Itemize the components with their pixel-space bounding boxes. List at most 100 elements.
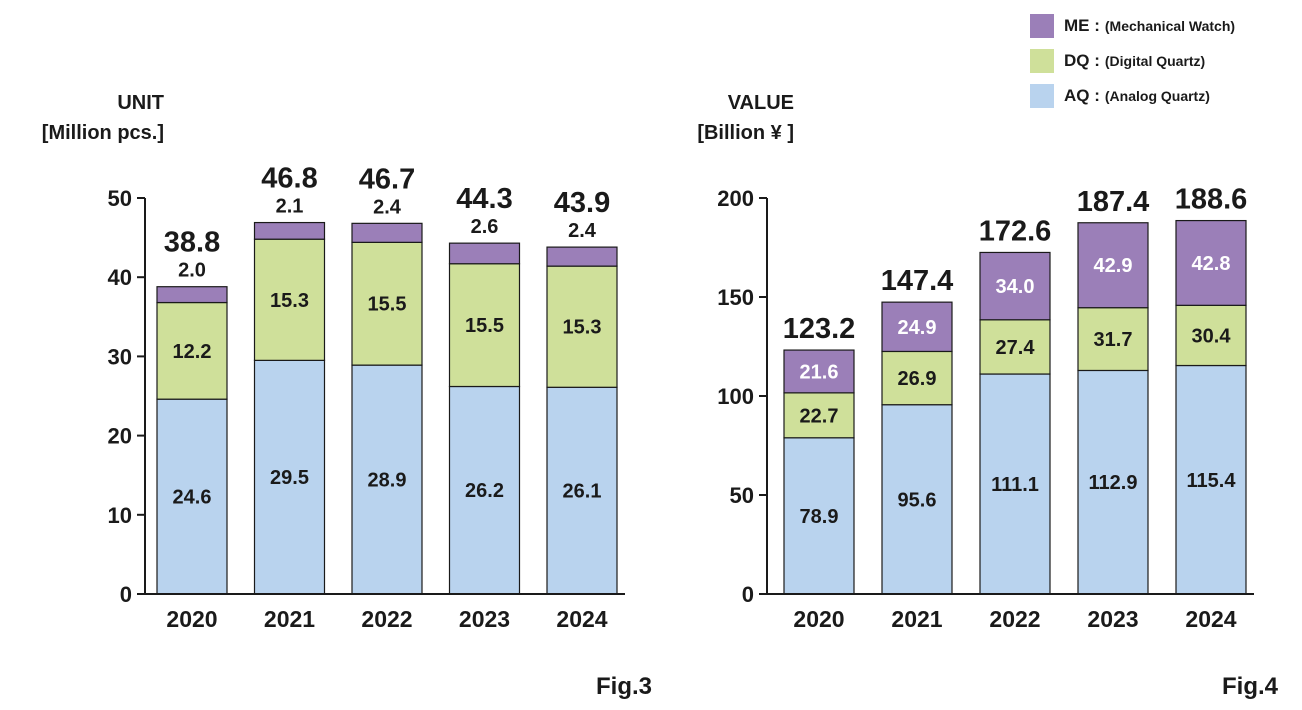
total-label-2024: 43.9 (554, 187, 610, 219)
bar-segment-aq-2024 (1175, 364, 1247, 595)
x-tick-label-2023: 2023 (459, 606, 510, 632)
bar-segment-aq-2023 (448, 385, 521, 595)
bar-segment-me-2020 (156, 286, 228, 304)
segment-label-dq-2021: 15.3 (270, 290, 309, 312)
legend-swatch-aq (1030, 84, 1054, 108)
unit-axis-title: UNIT (117, 92, 164, 114)
bar-segment-me-2021 (881, 301, 953, 353)
segment-label-aq-2023: 26.2 (465, 480, 504, 502)
total-label-2020: 123.2 (783, 313, 856, 345)
segment-label-me-2020: 2.0 (178, 260, 206, 282)
y-tick-label: 10 (108, 503, 132, 528)
segment-label-aq-2024: 26.1 (563, 481, 602, 503)
segment-label-dq-2023: 15.5 (465, 315, 504, 337)
bar-segment-dq-2022 (979, 319, 1051, 375)
segment-label-dq-2023: 31.7 (1094, 329, 1133, 351)
total-label-2024: 188.6 (1175, 184, 1248, 216)
legend-key-aq: AQ : (1064, 86, 1100, 105)
bar-segment-aq-2022 (979, 373, 1051, 595)
total-label-2023: 187.4 (1077, 186, 1150, 218)
bar-segment-dq-2023 (1077, 307, 1149, 372)
segment-label-dq-2022: 15.5 (368, 294, 407, 316)
legend-item-dq: DQ : (Digital Quartz) (1030, 49, 1235, 73)
total-label-2022: 46.7 (359, 163, 415, 195)
segment-label-aq-2020: 24.6 (173, 487, 212, 509)
y-tick-label: 100 (717, 384, 754, 409)
segment-label-aq-2022: 111.1 (991, 474, 1039, 496)
segment-label-dq-2024: 30.4 (1192, 325, 1232, 347)
segment-label-aq-2021: 29.5 (270, 467, 309, 489)
segment-label-me-2024: 2.4 (568, 220, 597, 242)
unit-axis-heading: UNIT [Million pcs.] (42, 88, 164, 148)
x-tick-label-2024: 2024 (556, 606, 607, 632)
segment-label-dq-2020: 22.7 (800, 405, 839, 427)
legend-item-aq: AQ : (Analog Quartz) (1030, 84, 1235, 108)
fig4-caption: Fig.4 (1222, 673, 1279, 700)
bar-segment-dq-2022 (351, 241, 423, 366)
legend-key-me: ME : (1064, 16, 1100, 35)
legend-swatch-me (1030, 14, 1054, 38)
y-tick-label: 50 (108, 186, 132, 211)
legend-desc-dq: (Digital Quartz) (1104, 53, 1206, 69)
y-tick-label: 30 (108, 344, 132, 369)
bar-segment-me-2021 (253, 221, 326, 240)
segment-label-aq-2020: 78.9 (800, 506, 839, 528)
bar-segment-me-2024 (546, 246, 618, 267)
unit-axis-unit: [Million pcs.] (41, 122, 164, 144)
segment-label-aq-2022: 28.9 (368, 470, 407, 492)
x-tick-label-2021: 2021 (891, 606, 942, 632)
unit-chart: 0 10 20 30 40 50 24.6 12.2 2.038.8 2020 29.5 15.3 2.… (108, 163, 625, 632)
bar-segment-aq-2020 (156, 398, 228, 595)
segment-label-dq-2021: 26.9 (898, 368, 937, 390)
segment-label-aq-2021: 95.6 (898, 489, 937, 511)
x-tick-label-2021: 2021 (264, 606, 315, 632)
bar-segment-me-2023 (1077, 222, 1149, 309)
total-label-2020: 38.8 (164, 227, 220, 259)
x-tick-label-2023: 2023 (1087, 606, 1138, 632)
x-tick-label-2022: 2022 (361, 606, 412, 632)
segment-label-me-2020: 21.6 (800, 361, 839, 383)
segment-label-me-2021: 2.1 (276, 196, 304, 218)
y-tick-label: 150 (717, 285, 754, 310)
segment-label-dq-2020: 12.2 (173, 341, 212, 363)
legend-swatch-dq (1030, 49, 1054, 73)
y-tick-label: 0 (120, 582, 132, 607)
legend-desc-aq: (Analog Quartz) (1104, 88, 1210, 104)
bar-segment-aq-2022 (351, 364, 423, 595)
legend-item-me: ME : (Mechanical Watch) (1030, 14, 1235, 38)
bar-segment-dq-2021 (881, 350, 953, 406)
bar-segment-me-2022 (979, 251, 1051, 321)
total-label-2021: 46.8 (261, 163, 317, 195)
total-label-2023: 44.3 (456, 183, 512, 215)
bar-segment-me-2020 (783, 349, 855, 394)
x-tick-label-2024: 2024 (1185, 606, 1236, 632)
value-chart: 0 50 100 150 200 78.9 22.7 21.6 123.2 2020 95.6 26.… (717, 184, 1254, 632)
x-tick-label-2022: 2022 (989, 606, 1040, 632)
y-tick-label: 40 (108, 265, 132, 290)
legend-key-dq: DQ : (1064, 51, 1100, 70)
bar-segment-me-2024 (1175, 219, 1247, 306)
value-axis-heading: VALUE [Billion ¥ ] (697, 88, 794, 148)
x-tick-label-2020: 2020 (166, 606, 217, 632)
segment-label-me-2021: 24.9 (898, 317, 937, 339)
segment-label-me-2023: 42.9 (1094, 255, 1133, 277)
segment-label-aq-2023: 112.9 (1089, 472, 1138, 494)
value-axis-unit: [Billion ¥ ] (697, 122, 794, 144)
segment-label-me-2024: 42.8 (1192, 253, 1231, 275)
bar-segment-aq-2023 (1077, 369, 1149, 595)
segment-label-me-2022: 34.0 (996, 276, 1035, 298)
segment-label-me-2023: 2.6 (471, 216, 499, 238)
bar-segment-dq-2024 (1175, 304, 1247, 367)
bar-segment-dq-2023 (448, 263, 521, 388)
segment-label-me-2022: 2.4 (373, 196, 402, 218)
segment-label-dq-2024: 15.3 (563, 317, 602, 339)
bar-segment-aq-2024 (546, 386, 618, 595)
bar-segment-me-2022 (351, 222, 423, 243)
bar-segment-dq-2020 (783, 392, 855, 439)
bar-segment-dq-2024 (546, 265, 618, 388)
value-axis-title: VALUE (727, 92, 794, 114)
y-tick-label: 0 (742, 582, 754, 607)
y-tick-label: 50 (730, 483, 754, 508)
segment-label-dq-2022: 27.4 (996, 337, 1036, 359)
